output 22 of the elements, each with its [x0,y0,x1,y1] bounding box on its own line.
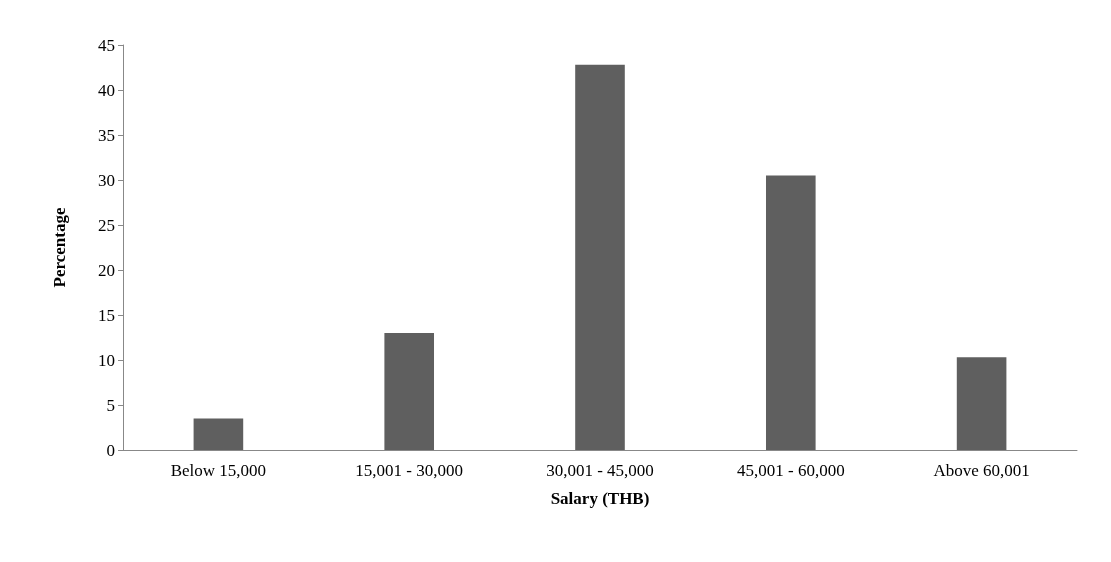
y-axis-title: Percentage [50,207,69,288]
y-tick-label: 20 [98,260,115,280]
y-tick-label: 25 [98,215,115,235]
bar [575,64,625,450]
bar [193,418,244,450]
y-tick-label: 10 [98,350,115,370]
x-tick-label: Above 60,001 [933,461,1030,480]
bar [766,175,816,450]
x-tick-label: 30,001 - 45,000 [546,461,654,480]
y-tick-label: 35 [98,125,115,145]
y-tick-label: 15 [98,305,115,325]
y-tick-label: 5 [106,395,115,415]
bar [956,357,1007,450]
bar [384,333,434,450]
y-tick-label: 45 [98,35,115,55]
x-tick-label: 15,001 - 30,000 [355,461,464,480]
x-tick-label: Below 15,000 [170,461,267,480]
x-axis-title: Salary (THB) [550,489,650,508]
x-tick-label: 45,001 - 60,000 [736,461,845,480]
y-tick-label: 40 [98,80,115,100]
y-tick-label: 30 [98,170,115,190]
y-tick-label: 0 [106,440,115,460]
